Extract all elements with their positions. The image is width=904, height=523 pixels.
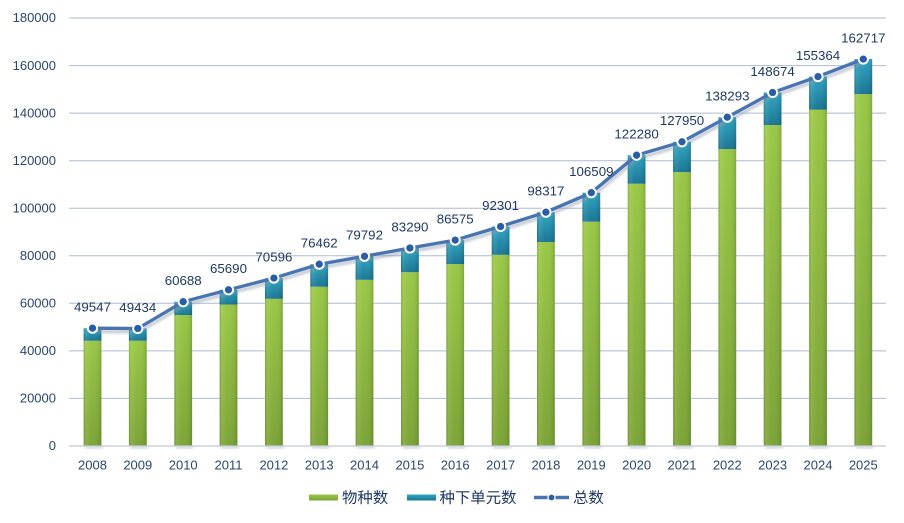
svg-text:2017: 2017 (486, 458, 515, 473)
svg-text:86575: 86575 (437, 211, 474, 226)
svg-text:100000: 100000 (13, 200, 56, 215)
svg-text:2019: 2019 (577, 458, 606, 473)
svg-text:92301: 92301 (482, 198, 519, 213)
svg-text:40000: 40000 (20, 343, 56, 358)
svg-text:2021: 2021 (668, 458, 697, 473)
svg-text:2010: 2010 (169, 458, 198, 473)
svg-text:2018: 2018 (531, 458, 560, 473)
svg-text:2022: 2022 (713, 458, 742, 473)
svg-text:120000: 120000 (13, 153, 56, 168)
svg-text:2023: 2023 (758, 458, 787, 473)
svg-text:0: 0 (49, 438, 56, 453)
svg-text:83290: 83290 (391, 219, 428, 234)
svg-text:76462: 76462 (301, 236, 338, 251)
svg-text:162717: 162717 (841, 30, 885, 45)
svg-text:2012: 2012 (259, 458, 288, 473)
svg-text:160000: 160000 (13, 58, 56, 73)
svg-text:60688: 60688 (165, 273, 202, 288)
svg-text:2014: 2014 (350, 458, 379, 473)
svg-text:106509: 106509 (569, 164, 613, 179)
svg-text:2011: 2011 (215, 458, 243, 473)
svg-text:127950: 127950 (660, 113, 704, 128)
svg-text:98317: 98317 (527, 184, 564, 199)
svg-text:140000: 140000 (13, 105, 56, 120)
svg-text:2015: 2015 (395, 458, 424, 473)
svg-text:70596: 70596 (255, 249, 292, 264)
svg-text:180000: 180000 (13, 10, 56, 25)
svg-text:79792: 79792 (346, 228, 383, 243)
svg-text:2009: 2009 (123, 458, 152, 473)
svg-text:49547: 49547 (74, 300, 111, 315)
svg-text:2020: 2020 (622, 458, 651, 473)
svg-text:65690: 65690 (210, 261, 247, 276)
svg-text:148674: 148674 (750, 64, 794, 79)
svg-text:2016: 2016 (441, 458, 470, 473)
svg-text:2008: 2008 (78, 458, 107, 473)
svg-text:2013: 2013 (305, 458, 334, 473)
svg-text:2025: 2025 (849, 458, 878, 473)
svg-text:49434: 49434 (119, 300, 156, 315)
svg-text:138293: 138293 (705, 89, 749, 104)
svg-text:122280: 122280 (614, 127, 658, 142)
svg-text:2024: 2024 (804, 458, 833, 473)
svg-text:80000: 80000 (20, 248, 56, 263)
svg-text:20000: 20000 (20, 391, 56, 406)
svg-text:155364: 155364 (796, 48, 840, 63)
svg-text:60000: 60000 (20, 296, 56, 311)
